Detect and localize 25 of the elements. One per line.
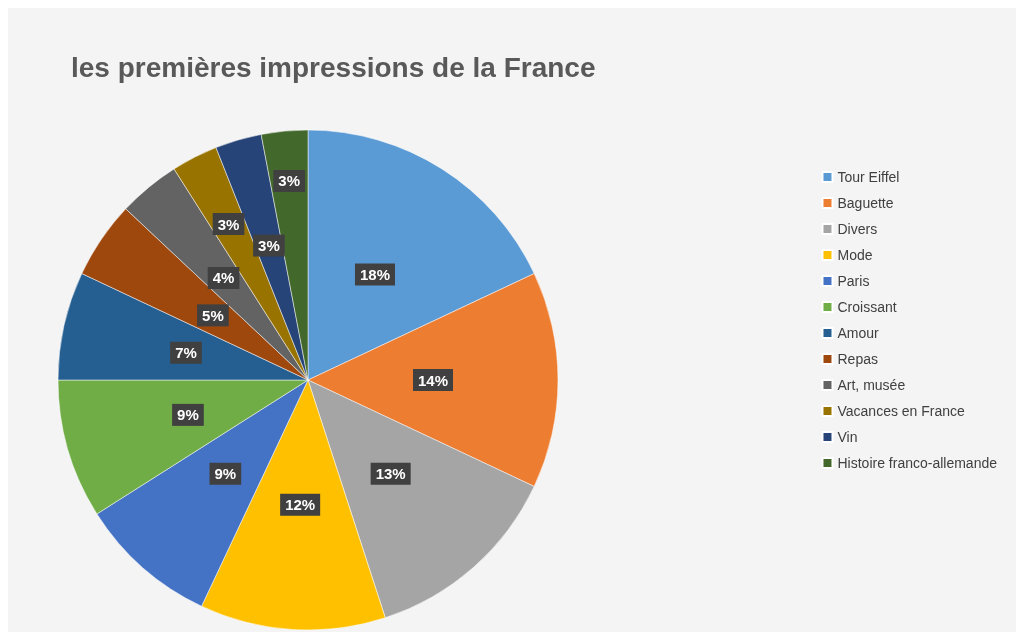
- legend-label: Repas: [837, 351, 878, 367]
- data-label: 3%: [278, 172, 301, 190]
- chart-title: les premières impressions de la France: [71, 51, 596, 83]
- legend-label: Tour Eiffel: [837, 169, 900, 185]
- legend-label: Divers: [837, 221, 878, 237]
- data-label: 12%: [285, 496, 316, 514]
- data-label: 14%: [417, 371, 449, 389]
- data-label: 7%: [175, 344, 197, 362]
- data-label: 4%: [212, 269, 235, 287]
- legend-label: Mode: [837, 247, 873, 263]
- data-label: 9%: [177, 406, 199, 424]
- legend-label: Croissant: [837, 299, 897, 315]
- data-label: 13%: [375, 465, 406, 483]
- legend-label: Vin: [837, 429, 858, 445]
- data-label: 9%: [214, 465, 237, 483]
- legend-label: Paris: [837, 273, 870, 289]
- data-label: 5%: [202, 306, 224, 324]
- data-label: 3%: [258, 237, 280, 255]
- legend-label: Baguette: [837, 195, 894, 211]
- data-label: 3%: [217, 215, 240, 233]
- legend-label: Art, musée: [837, 377, 906, 393]
- data-label: 18%: [359, 265, 390, 283]
- legend-label: Histoire franco-allemande: [837, 455, 998, 471]
- legend-label: Amour: [837, 325, 880, 341]
- legend-label: Vacances en France: [837, 403, 966, 419]
